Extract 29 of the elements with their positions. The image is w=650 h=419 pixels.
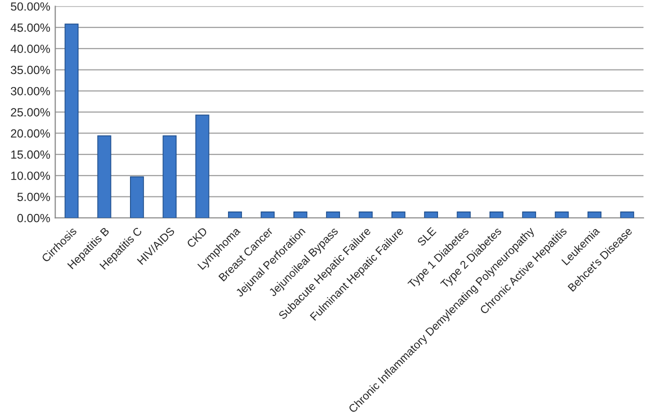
- bar: [424, 212, 438, 218]
- y-tick-label: 10.00%: [11, 172, 50, 180]
- bar: [358, 212, 373, 218]
- bar: [391, 212, 406, 218]
- y-tick-label: 5.00%: [17, 192, 50, 202]
- y-tick-label: 40.00%: [10, 44, 50, 53]
- bar: [293, 212, 308, 218]
- y-tick-label: 20.00%: [10, 129, 50, 138]
- bar: [97, 135, 112, 218]
- bar: [64, 24, 79, 218]
- bar: [456, 212, 471, 218]
- y-tick-label: 45.00%: [10, 23, 50, 32]
- y-tick-label: 0.00%: [17, 214, 50, 222]
- bar: [588, 212, 602, 218]
- y-tick-label: 30.00%: [10, 86, 50, 96]
- bar: [522, 212, 536, 218]
- bar: [554, 212, 569, 218]
- y-tick-label: 50.00%: [10, 2, 50, 11]
- y-tick-label: 35.00%: [10, 66, 50, 74]
- bar: [326, 212, 340, 218]
- bar: [489, 212, 504, 218]
- y-tick-label: 25.00%: [10, 108, 50, 116]
- bar: [195, 114, 210, 218]
- bar: [130, 176, 144, 218]
- bar: [228, 212, 242, 218]
- bar: [162, 135, 177, 218]
- bar: [260, 212, 275, 218]
- y-tick-label: 15.00%: [11, 150, 50, 159]
- bar: [620, 212, 634, 218]
